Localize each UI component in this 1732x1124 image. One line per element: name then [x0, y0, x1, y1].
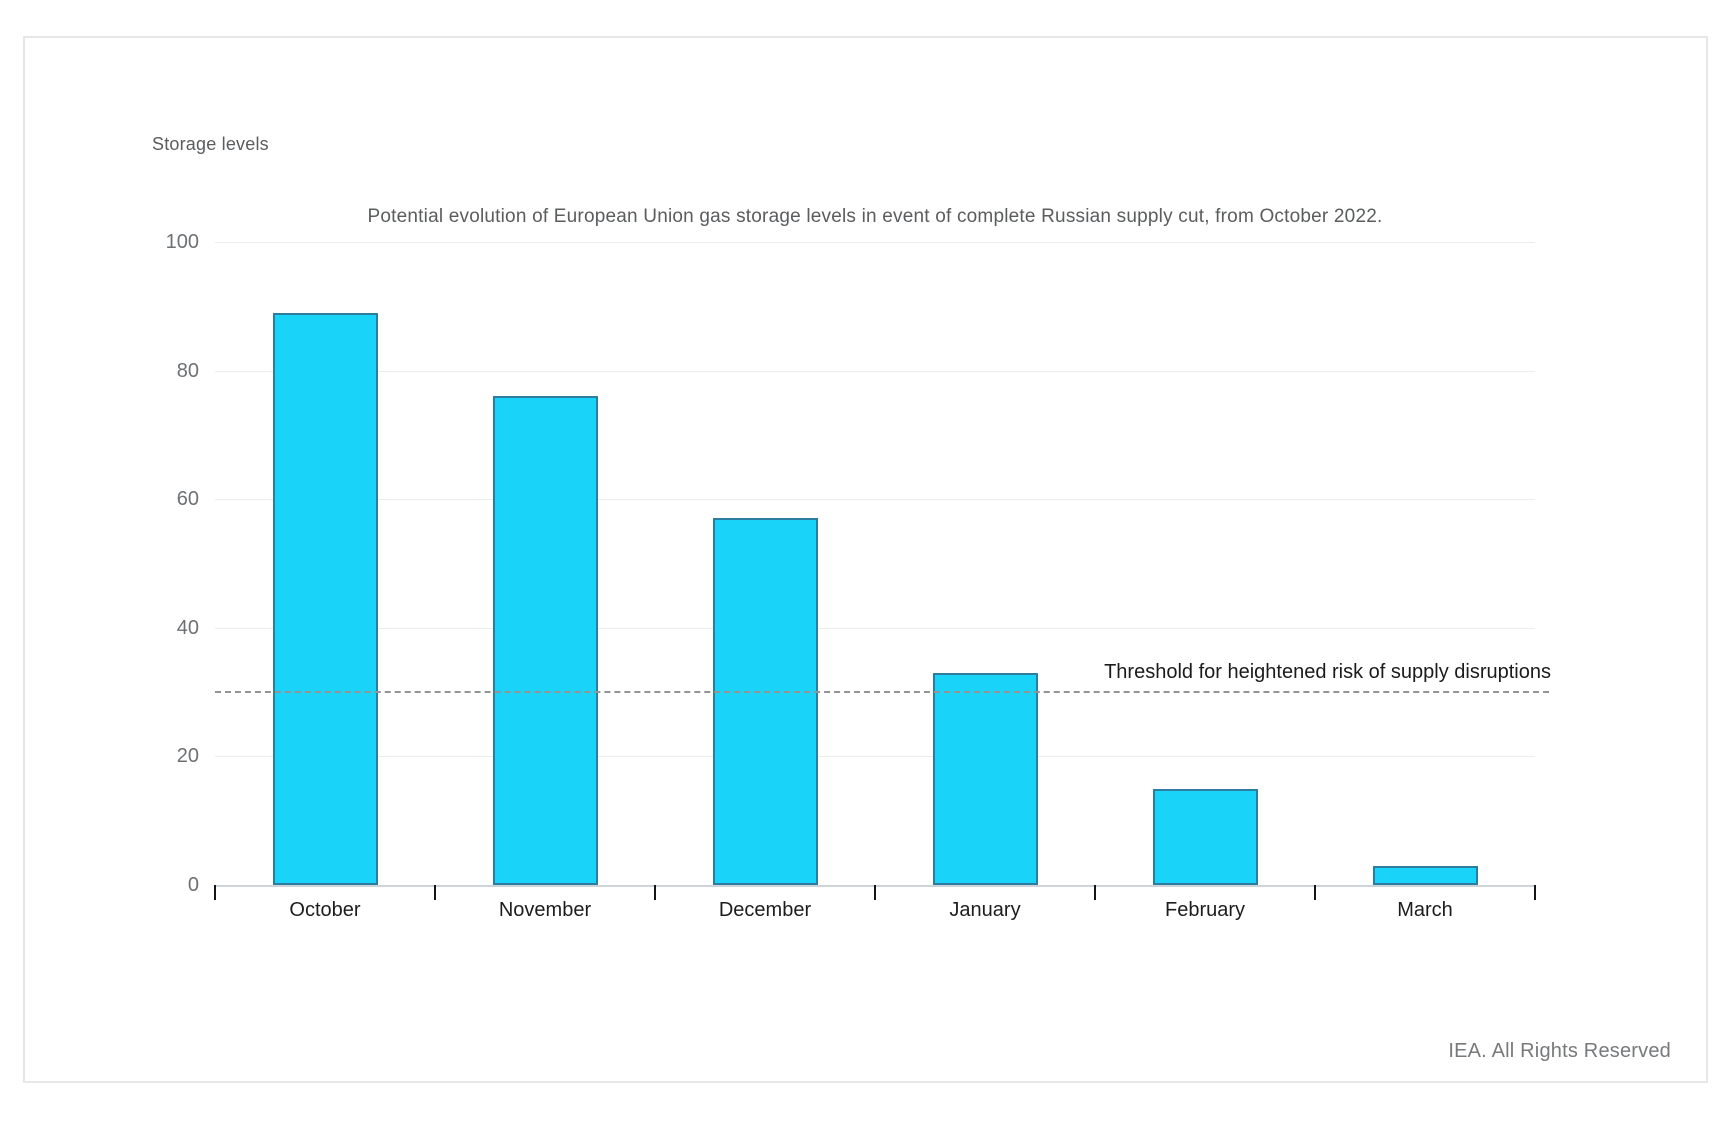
x-axis-tick	[1534, 885, 1536, 900]
x-tick-label: February	[1164, 899, 1246, 921]
y-tick-label: 60	[176, 488, 199, 511]
x-axis-tick	[434, 885, 436, 900]
x-tick-label: November	[498, 899, 592, 921]
threshold-line	[215, 691, 1549, 694]
y-tick-label: 80	[176, 359, 199, 382]
gridline	[215, 499, 1535, 501]
y-tick-label: 40	[176, 616, 199, 639]
gridline	[215, 756, 1535, 758]
bar-december	[712, 518, 818, 885]
gridline	[215, 242, 1535, 243]
x-tick-label: January	[949, 899, 1021, 921]
y-axis-title: Storage levels	[152, 134, 269, 154]
x-axis-tick	[654, 885, 656, 900]
y-tick-label: 0	[187, 874, 199, 896]
plot-area: 0 20 40 60 80 100 October November December Janua…	[166, 231, 1551, 921]
x-tick-label: October	[289, 899, 361, 921]
chart-card: Storage levels Potential evolution of Eu…	[23, 36, 1708, 1083]
x-tick-label: December	[718, 899, 812, 921]
chart-title: Potential evolution of European Union ga…	[367, 206, 1383, 227]
threshold-label: Threshold for heightened risk of supply …	[1104, 661, 1551, 684]
bar-february	[1152, 788, 1258, 885]
bar-january	[932, 672, 1038, 885]
bar-october	[272, 312, 378, 885]
x-axis-tick	[214, 885, 216, 900]
gridline	[215, 370, 1535, 372]
y-tick-label: 100	[165, 231, 199, 253]
y-tick-label: 20	[176, 745, 199, 768]
gridline	[215, 627, 1535, 629]
copyright-text: IEA. All Rights Reserved	[1448, 1040, 1671, 1062]
bar-march	[1372, 865, 1478, 885]
x-axis-tick	[874, 885, 876, 900]
bar-november	[492, 396, 598, 885]
x-tick-label: March	[1397, 899, 1453, 921]
x-axis-tick	[1314, 885, 1316, 900]
x-axis-tick	[1094, 885, 1096, 900]
